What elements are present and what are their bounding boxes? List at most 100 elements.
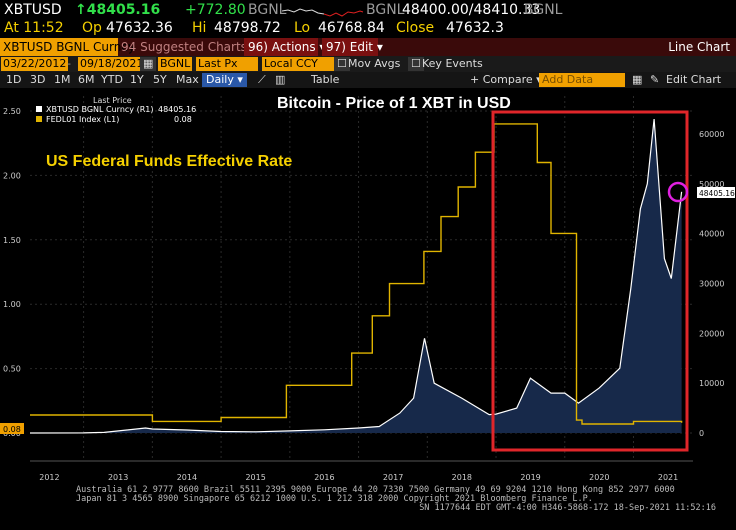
add-data-input[interactable]: Add Data [539, 73, 625, 87]
frequency-select[interactable]: Daily ▾ [202, 73, 247, 87]
x-axis-ticks: 2012 2013 2014 2015 2016 2017 2018 2019 2020 2021 [30, 460, 693, 482]
left-axis-tick-label: 1.00 [3, 300, 21, 309]
period-toolbar: 1D 3D 1M 6M YTD 1Y 5Y Max Daily ▾ ⟋ ▥ Ta… [0, 72, 736, 88]
last-price-circle [667, 181, 689, 203]
quote-high-label: Hi [192, 20, 207, 36]
edit-chart-button[interactable]: Edit Chart [666, 73, 722, 86]
menu-bar: XBTUSD BGNL Curncy 94 Suggested Charts 9… [0, 38, 736, 56]
x-axis-tick-label: 2015 [245, 473, 265, 482]
bitcoin-price-line [29, 119, 683, 434]
period-3d[interactable]: 3D [30, 73, 46, 86]
quote-close-label: Close [396, 20, 435, 36]
x-axis-tick-label: 2018 [452, 473, 472, 482]
key-events-label[interactable]: Key Events [422, 57, 483, 70]
quote-header: XBTUSD ↑48405.16 +772.80 BGNL BGNL 48400… [0, 0, 736, 38]
mov-avgs-checkbox[interactable]: ☐ [334, 57, 350, 71]
right-axis-tick-label: 10000 [699, 379, 724, 388]
quote-source-3: BGNL [524, 2, 563, 18]
right-axis-tick-label: 60000 [699, 130, 724, 139]
legend-entry-fed: FEDL01 Index (L1) [46, 115, 119, 124]
x-axis-tick-label: 2014 [177, 473, 197, 482]
quote-low-label: Lo [294, 20, 311, 36]
bitcoin-title: Bitcoin - Price of 1 XBT in USD [277, 95, 511, 112]
left-axis-tick-label: 2.00 [3, 171, 21, 180]
left-axis-ticks: 0.000.501.001.502.002.50 [3, 107, 21, 438]
left-axis-tick-label: 0.50 [3, 365, 21, 374]
table-icon[interactable]: ▦ [632, 73, 643, 86]
quote-source: BGNL [248, 2, 287, 18]
left-axis-tick-label: 1.50 [3, 236, 21, 245]
key-events-checkbox[interactable]: ☐ [408, 57, 424, 71]
quote-change: +772.80 [185, 2, 246, 18]
period-max[interactable]: Max [176, 73, 199, 86]
fed-title: US Federal Funds Effective Rate [46, 153, 292, 170]
quote-ticker[interactable]: XBTUSD [4, 2, 62, 18]
x-axis-tick-label: 2021 [658, 473, 678, 482]
x-axis-tick-label: 2017 [383, 473, 403, 482]
date-separator: - [67, 57, 71, 70]
fed-funds-rate-line [30, 123, 683, 425]
quote-source-2: BGNL [366, 2, 405, 18]
quote-open-label: Op [82, 20, 102, 36]
right-axis-tick-label: 20000 [699, 329, 724, 338]
edit-menu[interactable]: 97) Edit ▾ [322, 38, 383, 56]
legend-value-fed: 0.08 [174, 115, 192, 124]
legend-swatch-bitcoin [36, 106, 42, 112]
quote-open: 47632.36 [106, 20, 173, 36]
period-6m[interactable]: 6M [78, 73, 95, 86]
currency-select[interactable]: Local CCY [262, 57, 336, 71]
compare-button[interactable]: + Compare ▾ [470, 73, 542, 86]
line-chart-icon[interactable]: ⟋ [258, 73, 266, 86]
quote-low: 46768.84 [318, 20, 385, 36]
footer: Australia 61 2 9777 8600 Brazil 5511 239… [76, 486, 716, 513]
x-axis-tick-label: 2013 [108, 473, 128, 482]
x-axis-tick-label: 2019 [520, 473, 540, 482]
quote-bid-ask: 48400.00/48410.33 [402, 2, 541, 18]
sparkline-icon [282, 8, 364, 17]
actions-menu[interactable]: 96) Actions ▾ [244, 38, 325, 56]
legend-header: Last Price [93, 96, 132, 105]
quote-close: 47632.3 [446, 20, 504, 36]
x-axis-tick-label: 2012 [39, 473, 59, 482]
security-ticker-box[interactable]: XBTUSD BGNL Curncy [0, 38, 135, 56]
period-ytd[interactable]: YTD [101, 73, 123, 86]
right-axis-tick-label: 0 [699, 429, 704, 438]
period-1m[interactable]: 1M [54, 73, 71, 86]
legend-swatch-fed [36, 116, 42, 122]
quote-high: 48798.72 [214, 20, 281, 36]
period-5y[interactable]: 5Y [153, 73, 167, 86]
field-select[interactable]: Last Px [196, 57, 258, 71]
table-button[interactable]: Table [311, 73, 340, 86]
bar-chart-icon[interactable]: ▥ [275, 73, 286, 86]
right-axis-tick-label: 40000 [699, 230, 724, 239]
fed-last-tag: 0.08 [3, 425, 21, 434]
pencil-icon[interactable]: ✎ [650, 73, 660, 86]
suggested-charts-button[interactable]: 94 Suggested Charts [121, 40, 247, 54]
calendar-icon[interactable]: ▦ [140, 57, 157, 71]
btc-last-tag: 48405.16 [699, 189, 735, 198]
btc-last-tag-bg [697, 187, 735, 198]
chart-type-label: Line Chart [668, 40, 730, 54]
x-axis-tick-label: 2016 [314, 473, 334, 482]
start-date-input[interactable]: 03/22/2012 [1, 57, 69, 71]
right-axis-tick-label: 30000 [699, 280, 724, 289]
line-chart[interactable]: 0.000.501.001.502.002.50 010000200003000… [0, 88, 736, 486]
right-axis-tick-label: 50000 [699, 180, 724, 189]
left-axis-tick-label: 2.50 [3, 107, 21, 116]
right-axis-ticks: 0 10000 20000 30000 40000 50000 60000 [699, 130, 724, 438]
pricing-source-input[interactable]: BGNL [158, 57, 193, 71]
quote-time: At 11:52 [4, 20, 64, 36]
period-1d[interactable]: 1D [6, 73, 22, 86]
footer-line-2: Japan 81 3 4565 8900 Singapore 65 6212 1… [76, 494, 593, 504]
bitcoin-area [30, 119, 682, 433]
quote-last-price: ↑48405.16 [75, 2, 161, 18]
mov-avgs-label[interactable]: Mov Avgs [348, 57, 401, 70]
legend-entry-bitcoin: XBTUSD BGNL Curncy (R1) [46, 105, 153, 114]
fed-last-tag-bg [0, 423, 24, 434]
date-toolbar: 03/22/2012 - 09/18/2021 ▦ BGNL Last Px L… [0, 56, 736, 72]
legend-value-bitcoin: 48405.16 [158, 105, 196, 114]
period-1y[interactable]: 1Y [130, 73, 144, 86]
legend: Last Price XBTUSD BGNL Curncy (R1) 48405… [36, 96, 196, 124]
end-date-input[interactable]: 09/18/2021 [78, 57, 146, 71]
highlight-box [491, 110, 689, 452]
